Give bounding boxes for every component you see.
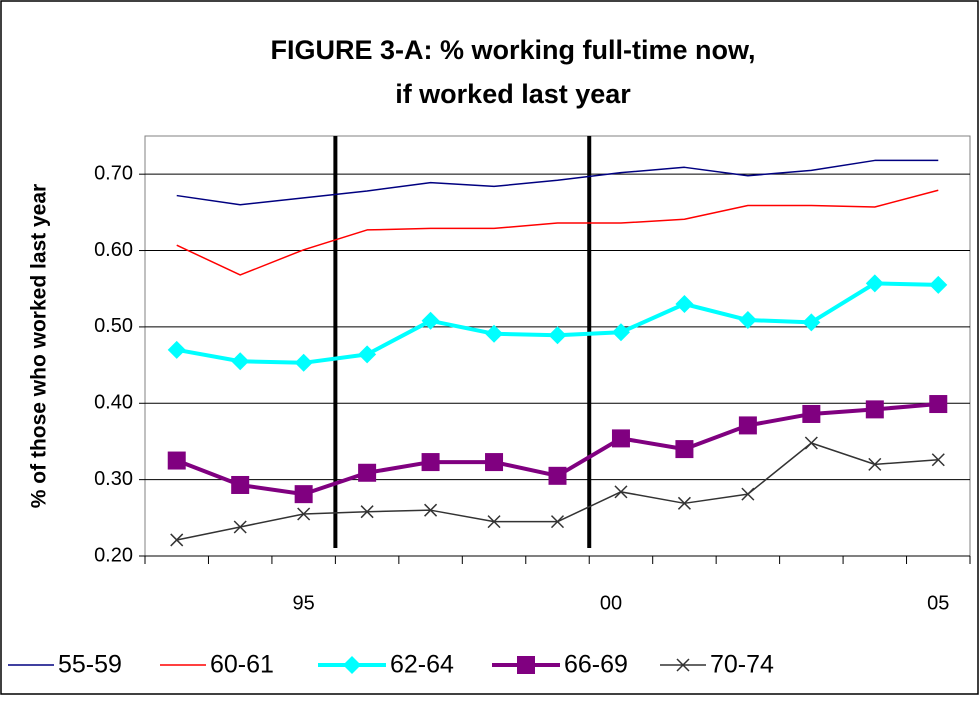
y-tick-label: 0.60 [94,239,133,261]
point [868,457,882,471]
point [614,485,628,499]
point [548,466,567,485]
point [485,324,504,343]
point [741,487,755,501]
legend-label: 60-61 [210,651,274,679]
point [550,515,565,529]
chart-title: FIGURE 3-A: % working full-time now, [271,35,756,65]
series-line [176,159,939,206]
y-tick-label: 0.70 [94,162,133,184]
legend-label: 70-74 [710,651,774,679]
point [804,436,818,450]
point [611,323,630,342]
point [865,400,884,419]
x-tick-label: 95 [293,592,315,614]
point [167,451,186,470]
point [611,429,630,448]
legend-label: 66-69 [564,651,628,679]
point [231,352,250,371]
point [231,475,250,494]
y-tick-label: 0.20 [94,544,133,566]
point [929,395,948,414]
point [294,485,313,504]
legend-marker [517,656,535,674]
point [421,311,440,330]
point [675,440,694,459]
point [487,515,501,529]
legend-marker [676,658,690,672]
point [738,311,757,330]
y-tick-label: 0.50 [94,315,133,337]
x-tick-label: 00 [600,592,622,614]
point [421,453,440,472]
point [360,505,374,519]
point [358,463,377,482]
legend-label: 62-64 [390,651,454,679]
point [802,404,821,423]
y-tick-label: 0.30 [94,468,133,490]
point [802,313,821,332]
point [233,520,247,534]
point [929,275,948,294]
plot-area [144,135,971,557]
chart-subtitle: if worked last year [395,79,631,109]
point [297,507,311,521]
point [865,274,884,293]
point [485,453,504,472]
point [548,326,567,345]
point [738,416,757,435]
point [170,533,184,547]
point [677,496,691,510]
x-tick-label: 05 [927,592,949,614]
legend-marker [343,656,361,674]
series-line [176,189,939,276]
y-axis-label: % of those who worked last year [28,184,51,508]
y-tick-label: 0.40 [94,392,133,414]
point [675,295,694,313]
point [424,503,438,517]
point [167,340,186,359]
point [294,353,313,372]
point [358,345,377,364]
legend-label: 55-59 [58,651,122,679]
point [931,453,945,467]
